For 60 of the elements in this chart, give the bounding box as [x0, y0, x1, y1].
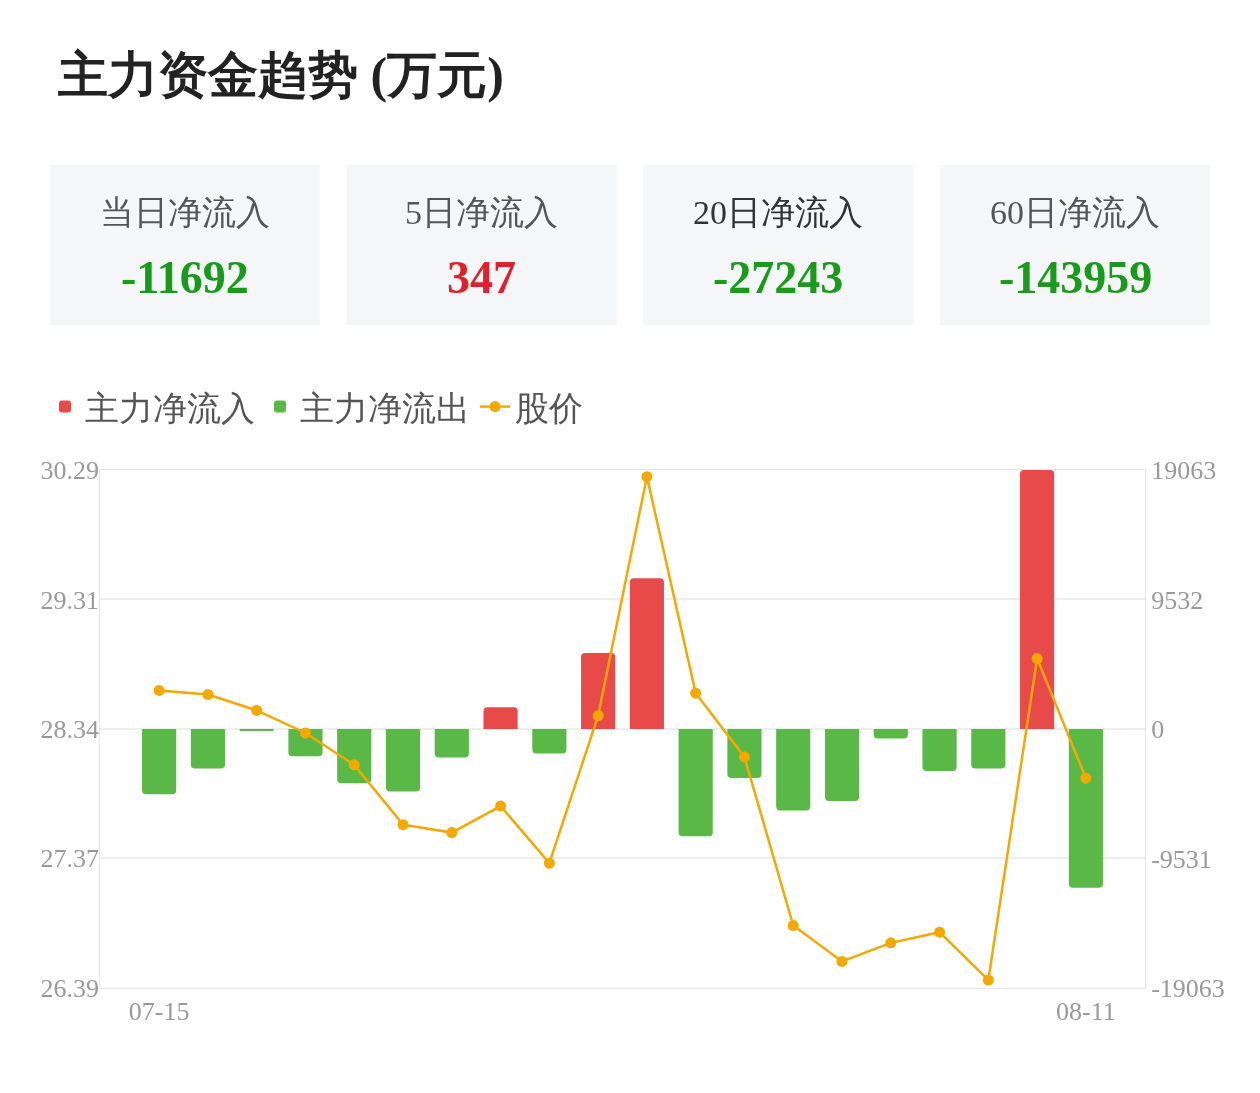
bar: [629, 578, 664, 729]
point: [982, 974, 994, 986]
text: 5日净流入: [405, 194, 558, 231]
legend-label: 主力净流出: [300, 389, 470, 427]
point: [1080, 772, 1092, 784]
bar: [922, 729, 957, 772]
point: [348, 759, 360, 771]
bar: [1068, 729, 1103, 888]
x-tick-label: 07-15: [128, 997, 190, 1027]
point: [446, 827, 458, 839]
text: 当日净流入: [100, 194, 270, 231]
text: 主力资金趋势 (万元): [57, 47, 504, 103]
y2-tick-label: 9532: [1151, 585, 1204, 615]
point: [251, 704, 263, 716]
bar: [483, 707, 518, 729]
point: [592, 710, 604, 722]
point: [787, 920, 799, 932]
point: [836, 955, 848, 967]
x-tick-label: 08-11: [1056, 997, 1116, 1027]
y-tick-label: 29.31: [40, 586, 99, 616]
text: 347: [447, 252, 516, 303]
y2-tick-label: 19063: [1151, 456, 1217, 486]
point: [738, 751, 750, 763]
y-tick-label: 27.37: [40, 843, 99, 873]
point: [153, 684, 165, 696]
bar: [190, 729, 225, 769]
legend-label: 股价: [515, 389, 583, 427]
bar: [385, 729, 421, 792]
point: [934, 926, 946, 938]
point: [690, 687, 702, 699]
y-tick-label: 30.29: [40, 456, 99, 486]
legend-label: 主力净流入: [85, 389, 255, 427]
y-tick-label: 28.34: [40, 715, 99, 745]
y2-tick-label: -9531: [1151, 844, 1212, 874]
point: [543, 857, 555, 869]
bar: [337, 729, 372, 784]
point: [641, 471, 653, 483]
text: 60日净流入: [990, 194, 1160, 231]
y2-tick-label: 0: [1151, 715, 1165, 745]
bar: [873, 729, 908, 739]
bar: [971, 729, 1006, 769]
point: [495, 800, 507, 812]
text: -27243: [713, 252, 844, 303]
text: -143959: [999, 252, 1153, 303]
bar: [824, 729, 860, 802]
bar: [142, 729, 177, 795]
bar: [678, 729, 713, 837]
point: [397, 819, 409, 831]
point: [299, 727, 311, 739]
bar: [1020, 470, 1055, 729]
y2-tick-label: -19063: [1151, 974, 1225, 1004]
point: [885, 937, 897, 949]
bar: [434, 729, 469, 758]
text: 20日净流入: [693, 194, 863, 231]
y-tick-label: 26.39: [40, 974, 99, 1004]
point: [1031, 653, 1043, 665]
text: -11692: [121, 252, 249, 303]
point: [202, 688, 214, 700]
bar: [776, 729, 811, 811]
bar: [532, 729, 567, 754]
